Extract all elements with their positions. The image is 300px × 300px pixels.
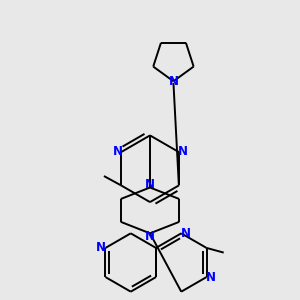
Text: N: N <box>181 227 190 240</box>
Text: N: N <box>145 178 155 191</box>
Text: N: N <box>145 230 155 243</box>
Text: N: N <box>178 145 188 158</box>
Text: N: N <box>168 75 178 88</box>
Text: N: N <box>112 145 122 158</box>
Text: N: N <box>96 242 106 254</box>
Text: N: N <box>206 271 216 284</box>
